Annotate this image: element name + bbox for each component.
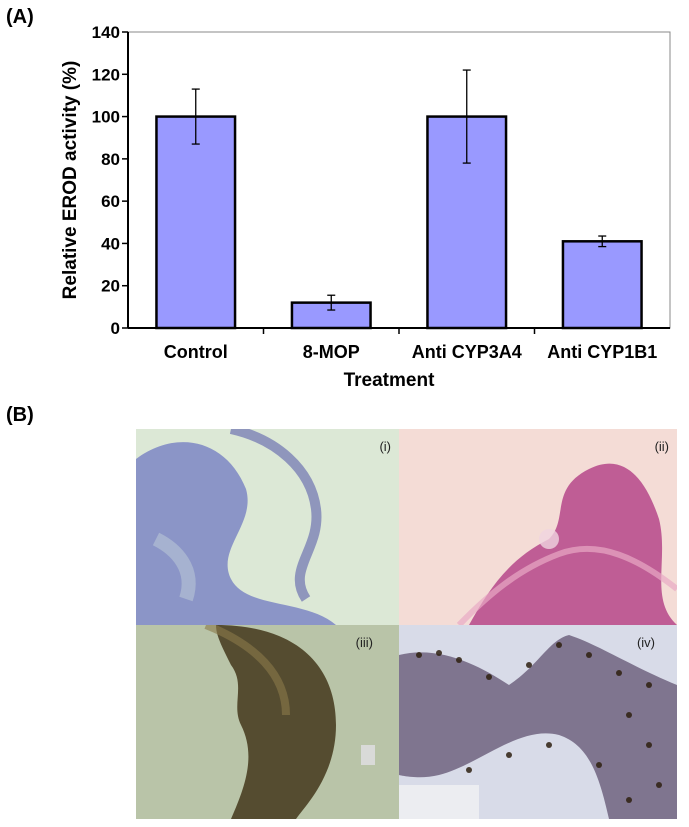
panel-b-label: (B) <box>6 404 34 426</box>
y-tick-label: 100 <box>92 108 120 127</box>
y-tick-label: 60 <box>101 192 120 211</box>
micrograph-i: (i) <box>136 429 399 625</box>
y-tick-label: 0 <box>111 319 120 338</box>
micrograph-iii: (iii) <box>136 625 399 819</box>
bar <box>561 240 643 330</box>
x-category-label: Anti CYP3A4 <box>412 342 522 362</box>
x-category-labels: Control 8-MOP Anti CYP3A4 Anti CYP1B1 <box>164 342 658 362</box>
x-axis-title: Treatment <box>344 370 435 391</box>
micrograph-ii: (ii) <box>399 429 677 625</box>
x-category-label: Anti CYP1B1 <box>547 342 657 362</box>
micrograph-iv: (iv) <box>399 625 677 819</box>
y-tick-label: 140 <box>92 23 120 42</box>
bar <box>155 115 237 330</box>
y-tick-labels: 0 20 40 60 80 100 120 140 <box>92 23 120 338</box>
x-category-label: 8-MOP <box>303 342 360 362</box>
y-tick-label: 20 <box>101 277 120 296</box>
y-tick-label: 120 <box>92 65 120 84</box>
micrograph-label-iii: (iii) <box>355 635 373 650</box>
micrograph-label-ii: (ii) <box>654 439 669 454</box>
erod-bar-chart: 0 20 40 60 80 100 120 140 Control 8-MOP Anti CYP3… <box>60 23 671 391</box>
panel-a-label: (A) <box>6 6 34 28</box>
y-tick-label: 80 <box>101 150 120 169</box>
micrograph-label-iv: (iv) <box>636 635 655 650</box>
micrograph-grid: (i) (ii) (iii) <box>136 429 677 819</box>
x-category-label: Control <box>164 342 228 362</box>
y-axis-title: Relative EROD activity (%) <box>60 61 81 300</box>
y-tick-label: 40 <box>101 234 120 253</box>
chart-bars <box>155 69 643 330</box>
micrograph-label-i: (i) <box>379 439 391 454</box>
